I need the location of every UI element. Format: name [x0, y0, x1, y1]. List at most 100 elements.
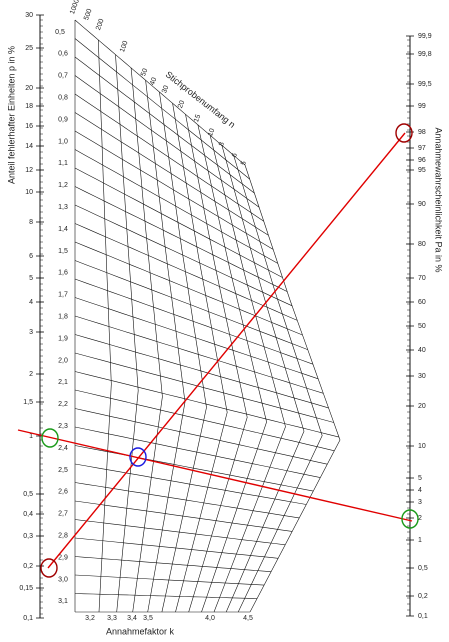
k-label: 1,8 [58, 314, 68, 321]
k-label: 0,9 [58, 116, 68, 123]
k-label: 2,8 [58, 533, 68, 540]
k-label: 2,3 [58, 423, 68, 430]
right-tick-label: 1 [418, 537, 422, 544]
left-tick-label: 0,2 [23, 563, 33, 570]
k-label: 2,1 [58, 379, 68, 386]
n-line [244, 164, 341, 613]
k-label: 0,8 [58, 95, 68, 102]
left-tick-label: 10 [25, 189, 33, 196]
k-label: 1,4 [58, 226, 68, 233]
right-tick-label: 99,9 [418, 33, 432, 40]
right-tick-label: 3 [418, 499, 422, 506]
red-line [47, 132, 406, 569]
circle-marker [129, 447, 147, 467]
k-label: 1,9 [58, 335, 68, 342]
right-tick-label: 50 [418, 323, 426, 330]
k-label: 2,4 [58, 445, 68, 452]
n-label: 20 [177, 100, 186, 110]
left-tick-label: 25 [25, 45, 33, 52]
k-line [74, 260, 308, 350]
k-label: 3,0 [58, 576, 68, 583]
left-tick-label: 1,5 [23, 399, 33, 406]
k-line [74, 408, 328, 465]
n-line [130, 67, 163, 613]
right-tick-label: 40 [418, 347, 426, 354]
n-line [221, 145, 305, 613]
n-line [115, 54, 139, 613]
k-line [74, 93, 264, 222]
left-tick-label: 0,5 [23, 491, 33, 498]
k-label: 2,9 [58, 554, 68, 561]
left-tick-label: 20 [25, 85, 33, 92]
k-line [74, 297, 319, 380]
k-label: 0,7 [58, 73, 68, 80]
k-line [74, 204, 293, 307]
k-label: 2,6 [58, 489, 68, 496]
n-label: 50 [140, 68, 149, 78]
right-tick-label: 2 [418, 515, 422, 522]
n-label: 100 [119, 40, 130, 53]
k-line [74, 130, 274, 250]
k-label: 1,0 [58, 138, 68, 145]
right-tick-label: 60 [418, 299, 426, 306]
right-tick-label: 0,5 [418, 565, 428, 572]
right-axis-title: Annahmewahrscheinlichkeit Pa in % [434, 127, 444, 272]
n-label: 40 [149, 77, 158, 87]
right-tick-label: 10 [418, 443, 426, 450]
n-line [197, 124, 267, 613]
k-line [74, 519, 286, 546]
k-line [74, 75, 260, 208]
n-label: 200 [95, 18, 106, 31]
n-label: 8 [218, 141, 226, 147]
k-line [74, 352, 334, 423]
k-line [74, 371, 340, 438]
k-line [74, 389, 335, 452]
k-line [74, 56, 255, 194]
k-label: 1,2 [58, 182, 68, 189]
circle-marker [401, 509, 419, 529]
k-line [74, 149, 278, 264]
n-label: 500 [83, 8, 94, 21]
n-label: 30 [161, 85, 170, 95]
k-label: 1,1 [58, 160, 68, 167]
k-label: 4,5 [243, 615, 253, 622]
k-line [74, 334, 329, 409]
right-tick-label: 70 [418, 275, 426, 282]
left-tick-label: 0,4 [23, 511, 33, 518]
labels: 30252018161412108654321,510,50,40,30,20,… [19, 0, 431, 622]
k-label: 3,1 [58, 598, 68, 605]
k-line [74, 537, 279, 559]
n-label: 10 [207, 128, 216, 138]
n-label: 6 [231, 152, 239, 158]
k-label: 0,5 [55, 29, 65, 36]
k-label: 3,5 [143, 615, 153, 622]
k-axis-title: Annahmefaktor k [106, 626, 175, 636]
k-line [74, 593, 258, 599]
k-line [74, 278, 314, 365]
k-label: 1,5 [58, 248, 68, 255]
left-tick-label: 4 [29, 299, 33, 306]
right-tick-label: 4 [418, 487, 422, 494]
n-label: 1000 [69, 0, 81, 15]
k-label: 0,6 [58, 51, 68, 58]
right-tick-label: 96 [418, 157, 426, 164]
left-tick-label: 12 [25, 167, 33, 174]
left-tick-label: 3 [29, 329, 33, 336]
left-tick-label: 18 [25, 103, 33, 110]
k-line [74, 315, 324, 394]
k-label: 2,0 [58, 357, 68, 364]
right-tick-label: 99,8 [418, 51, 432, 58]
n-label: 5 [240, 160, 248, 166]
k-label: 1,3 [58, 204, 68, 211]
k-line [74, 223, 298, 321]
right-tick-label: 0,1 [418, 613, 428, 620]
n-line [159, 91, 207, 613]
right-tick-label: 0,2 [418, 593, 428, 600]
circle-marker [40, 558, 58, 578]
right-tick-label: 95 [418, 167, 426, 174]
k-label: 3,3 [107, 615, 117, 622]
k-line [74, 445, 314, 492]
k-line [74, 482, 300, 519]
k-label: 3,2 [85, 615, 95, 622]
